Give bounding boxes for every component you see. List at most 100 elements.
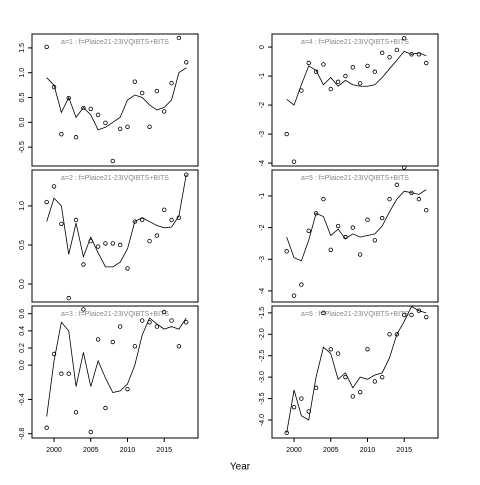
data-point bbox=[387, 332, 392, 337]
data-point bbox=[73, 410, 79, 415]
y-tick-label: 0.0 bbox=[19, 279, 26, 289]
y-tick-label: -4.0 bbox=[259, 414, 266, 426]
fit-line bbox=[286, 50, 427, 106]
data-point bbox=[176, 35, 182, 41]
data-point bbox=[424, 208, 429, 213]
data-point bbox=[139, 318, 145, 323]
data-point bbox=[350, 394, 355, 399]
y-tick-label: 0 bbox=[259, 45, 266, 49]
data-point bbox=[394, 47, 400, 53]
data-point bbox=[365, 63, 370, 69]
x-tick-label: 2015 bbox=[396, 447, 412, 454]
data-point bbox=[291, 293, 297, 298]
x-tick-label: 2000 bbox=[286, 447, 302, 454]
data-point bbox=[66, 95, 71, 101]
y-tick-label: 0.2 bbox=[19, 343, 26, 353]
data-point bbox=[147, 238, 152, 244]
data-point bbox=[154, 233, 160, 238]
data-point bbox=[51, 351, 57, 357]
y-tick-label: -4 bbox=[259, 160, 266, 166]
data-point bbox=[110, 241, 115, 246]
panel-title: a=3 : f=Plaice21-23IVQIBTS+BITS bbox=[61, 311, 169, 318]
fit-line bbox=[286, 305, 427, 433]
data-point bbox=[51, 184, 57, 189]
data-point bbox=[132, 219, 138, 224]
data-point bbox=[66, 295, 71, 301]
y-tick-label: -0.4 bbox=[19, 393, 26, 405]
panel-frame bbox=[271, 33, 439, 167]
data-point bbox=[162, 109, 167, 114]
y-tick-label: 0.0 bbox=[19, 360, 26, 370]
x-tick-label: 2005 bbox=[83, 447, 99, 454]
data-point bbox=[103, 120, 108, 126]
data-point bbox=[95, 244, 101, 249]
x-tick-label: 2010 bbox=[120, 447, 136, 454]
data-point bbox=[299, 282, 304, 287]
data-point bbox=[147, 124, 152, 129]
data-point bbox=[343, 73, 348, 79]
y-tick-label: -1 bbox=[259, 73, 266, 79]
data-point bbox=[379, 50, 385, 56]
panel-title: a=2 : f=Plaice21-23IVQIBTS+BITS bbox=[61, 175, 169, 182]
data-point bbox=[88, 106, 93, 112]
data-point bbox=[169, 80, 174, 86]
data-point bbox=[350, 65, 355, 70]
data-point bbox=[117, 126, 123, 131]
data-point bbox=[154, 324, 160, 329]
panel-frame bbox=[31, 33, 199, 167]
data-point bbox=[103, 241, 108, 246]
x-tick-label: 2015 bbox=[156, 447, 172, 454]
y-tick-label: 0.0 bbox=[19, 117, 26, 127]
data-point bbox=[372, 238, 378, 243]
data-point bbox=[117, 324, 123, 329]
y-tick-label: 0.4 bbox=[19, 326, 26, 336]
data-point bbox=[379, 374, 385, 380]
data-point bbox=[59, 132, 64, 137]
data-point bbox=[81, 105, 86, 111]
x-tick-label: 2010 bbox=[360, 447, 376, 454]
data-point bbox=[328, 247, 333, 252]
data-point bbox=[154, 88, 160, 94]
data-point bbox=[335, 79, 341, 85]
data-point bbox=[402, 312, 407, 318]
data-point bbox=[117, 242, 123, 248]
data-point bbox=[321, 196, 326, 202]
data-point bbox=[365, 347, 370, 352]
data-point bbox=[313, 211, 319, 216]
fit-line bbox=[46, 174, 187, 268]
data-point bbox=[169, 318, 174, 323]
y-tick-label: 1.0 bbox=[19, 201, 26, 211]
fit-line bbox=[46, 67, 187, 131]
data-point bbox=[387, 55, 392, 60]
data-point bbox=[306, 228, 311, 233]
data-point bbox=[416, 196, 422, 202]
data-point bbox=[402, 165, 407, 170]
data-point bbox=[44, 199, 49, 205]
y-tick-label: -4 bbox=[259, 288, 266, 294]
data-point bbox=[125, 266, 130, 271]
x-axis-label: Year bbox=[230, 462, 251, 473]
fit-line bbox=[46, 317, 187, 417]
data-point bbox=[424, 60, 429, 66]
panel-frame bbox=[31, 305, 199, 439]
y-tick-label: -2.5 bbox=[259, 350, 266, 362]
y-tick-label: -2 bbox=[259, 224, 266, 230]
data-point bbox=[357, 252, 363, 257]
data-point bbox=[299, 396, 304, 401]
data-point bbox=[357, 81, 363, 86]
data-point bbox=[416, 308, 422, 313]
data-point bbox=[139, 90, 145, 96]
data-point bbox=[402, 36, 407, 41]
data-point bbox=[95, 112, 101, 118]
data-point bbox=[328, 86, 333, 92]
y-tick-label: -0.5 bbox=[19, 141, 26, 153]
data-point bbox=[88, 429, 93, 435]
y-tick-label: 0.5 bbox=[19, 93, 26, 103]
y-tick-label: 0.5 bbox=[19, 240, 26, 250]
data-point bbox=[291, 159, 297, 164]
panel-title: a=6 : f=Plaice21-23IVQIBTS+BITS bbox=[301, 311, 409, 318]
data-point bbox=[162, 207, 167, 213]
data-point bbox=[95, 337, 101, 342]
data-point bbox=[125, 386, 130, 392]
